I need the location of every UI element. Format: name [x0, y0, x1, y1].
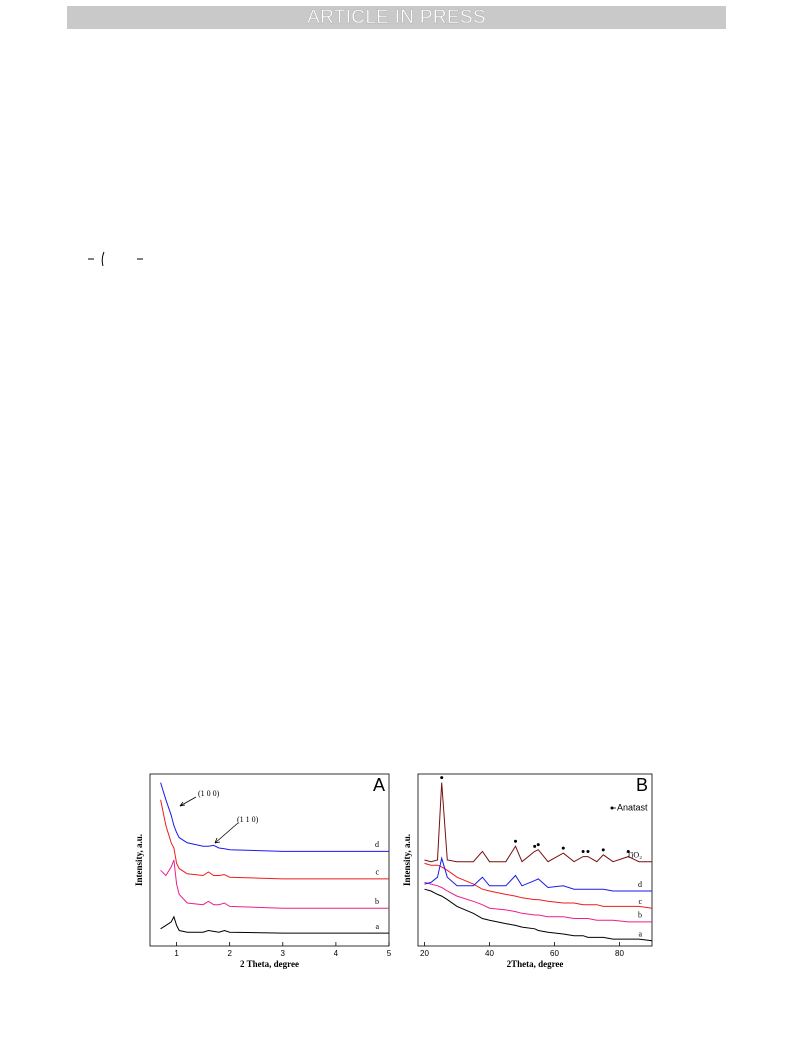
series-line	[424, 782, 652, 863]
peak-marker	[601, 848, 605, 852]
series-label: b	[375, 897, 379, 906]
x-tick-label: 1	[174, 949, 179, 958]
series-line	[160, 799, 389, 880]
plot-frame	[417, 773, 653, 947]
legend-text: Anatast	[617, 802, 648, 812]
peak-marker	[514, 839, 517, 843]
x-tick-label: 60	[550, 949, 559, 958]
x-tick-label: 2	[227, 949, 232, 958]
panel-letter: A	[373, 775, 385, 795]
series-line	[424, 862, 653, 909]
series-line	[160, 782, 389, 852]
peak-marker	[561, 846, 565, 850]
peak-marker	[626, 850, 630, 854]
peak-marker	[586, 850, 590, 854]
annotation: (1 1 0)	[237, 815, 259, 824]
x-tick-label: 5	[387, 949, 392, 958]
series-label: c	[375, 868, 379, 877]
series-line	[160, 859, 389, 909]
peak-marker	[536, 843, 540, 847]
annotation-arrows	[179, 796, 239, 844]
series-label: TiO₂	[627, 851, 643, 860]
series-label: d	[375, 840, 379, 849]
y-axis-label: Intensity, a.u.	[134, 834, 144, 886]
x-tick-label: 40	[485, 949, 494, 958]
peak-marker	[533, 844, 537, 848]
y-axis-label: Intensity, a.u.	[402, 834, 412, 886]
x-axis-label: 2 Theta, degree	[240, 959, 299, 969]
series-label: a	[375, 922, 379, 931]
x-tick-label: 3	[281, 949, 286, 958]
x-axis-label: 2Theta, degree	[507, 959, 564, 969]
series-line	[424, 881, 652, 923]
peak-marker	[440, 776, 444, 780]
series-label: d	[638, 880, 642, 889]
series-line	[424, 856, 652, 892]
series-label: c	[638, 897, 642, 906]
annotation: (1 0 0)	[198, 789, 220, 798]
header-bar: ARTICLE IN PRESS	[67, 6, 726, 29]
x-tick-label: 80	[615, 949, 624, 958]
series-line	[160, 915, 389, 934]
series-label: b	[638, 911, 642, 920]
formula-fragment	[88, 251, 143, 267]
plot-frame	[149, 773, 390, 947]
x-tick-label: 20	[420, 949, 429, 958]
x-tick-label: 4	[334, 949, 339, 958]
series-label: a	[638, 930, 642, 939]
series-line	[424, 888, 653, 942]
panel-letter: B	[636, 775, 648, 795]
peak-marker	[581, 850, 585, 854]
